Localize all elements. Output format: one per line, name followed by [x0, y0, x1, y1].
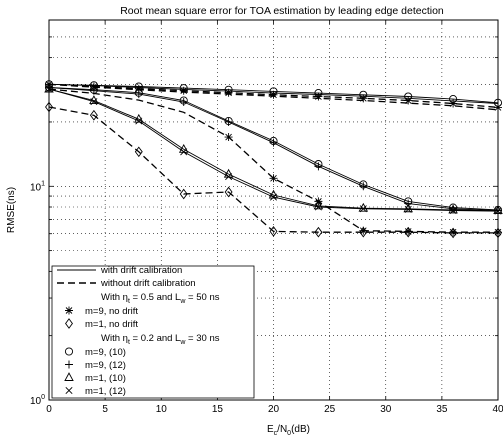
- data-point-diamond: [269, 226, 278, 237]
- data-point-star: [65, 306, 73, 315]
- legend-heading-part: With η: [101, 292, 128, 303]
- data-point-circle: [269, 87, 278, 96]
- data-point-cross: [225, 173, 233, 181]
- legend-label: without drift calibration: [100, 278, 196, 289]
- axis-ticks: 0 5 10 15 20 25 30 35 40 100 101: [30, 19, 503, 415]
- x-axis-label-sub-0: 0: [287, 430, 291, 437]
- series-line-9-dashed: [48, 88, 498, 233]
- data-point-diamond: [89, 109, 98, 121]
- data-point-star: [449, 228, 458, 237]
- x-axis-label-n: /N: [277, 424, 287, 435]
- data-point-cross: [404, 205, 412, 213]
- data-point-plus: [359, 182, 368, 191]
- x-tick-label: 10: [156, 404, 168, 415]
- x-tick-label: 40: [492, 404, 503, 415]
- data-point-diamond: [179, 188, 188, 200]
- data-point-circle: [314, 89, 323, 98]
- legend-heading-part: = 50 ns: [185, 292, 219, 303]
- data-point-diamond: [314, 226, 323, 238]
- legend-box: [51, 265, 255, 399]
- data-point-cross: [65, 386, 73, 395]
- legend-label: m=1, (10): [85, 373, 126, 384]
- data-point-diamond: [224, 186, 233, 198]
- data-point-plus: [224, 117, 233, 126]
- data-point-triangle: [403, 203, 413, 213]
- data-point-plus: [269, 138, 278, 147]
- legend-heading-part: w: [179, 298, 186, 305]
- data-point-triangle: [268, 189, 279, 199]
- data-point-cross: [180, 148, 188, 156]
- data-point-cross: [90, 98, 98, 106]
- data-point-circle: [359, 90, 368, 99]
- y-tick-label: 100: [30, 394, 45, 407]
- x-tick-label: 25: [324, 404, 336, 415]
- x-tick-label: 20: [268, 404, 280, 415]
- x-axis-label-unit: (dB): [291, 424, 310, 435]
- y-axis-label: RMSE(ns): [6, 187, 17, 233]
- legend-label: with drift calibration: [100, 265, 182, 276]
- data-point-circle: [224, 85, 233, 94]
- x-axis-label: Ec/N0(dB): [267, 424, 310, 437]
- data-point-cross: [314, 203, 322, 211]
- data-point-star: [269, 174, 278, 183]
- data-point-circle: [64, 347, 74, 356]
- marker-layer: [44, 80, 503, 239]
- x-tick-label: 5: [102, 404, 108, 415]
- x-axis-label-e: E: [267, 424, 274, 435]
- data-point-triangle: [64, 372, 74, 381]
- series-line-10-dashed: [48, 106, 498, 234]
- data-point-cross: [449, 207, 457, 215]
- data-point-plus: [89, 86, 98, 95]
- data-point-star: [224, 133, 233, 142]
- legend-heading: With ηt = 0.2 and Lw = 30 ns: [101, 333, 220, 346]
- data-point-star: [359, 226, 368, 235]
- legend-heading-part: = 30 ns: [185, 333, 219, 344]
- data-point-cross: [135, 117, 143, 125]
- x-tick-label: 35: [436, 404, 448, 415]
- data-point-star: [404, 227, 413, 236]
- data-point-star: [224, 88, 233, 97]
- legend-heading-part: w: [179, 339, 186, 346]
- legend-label: m=9, (12): [85, 360, 126, 371]
- data-point-circle: [179, 84, 188, 93]
- legend-heading: With ηt = 0.5 and Lw = 50 ns: [101, 292, 220, 305]
- data-point-diamond: [65, 318, 73, 329]
- legend-label: m=9, no drift: [85, 306, 138, 317]
- data-point-cross: [269, 193, 278, 201]
- legend-heading-part: t: [128, 339, 130, 346]
- legend: with drift calibration without drift cali…: [51, 265, 255, 399]
- x-tick-label: 15: [212, 404, 224, 415]
- legend-label: m=1, (12): [85, 386, 126, 397]
- legend-label: m=9, (10): [85, 347, 126, 358]
- legend-heading-part: = 0.5 and L: [130, 292, 180, 303]
- x-tick-label: 30: [380, 404, 392, 415]
- data-point-triangle: [358, 202, 369, 212]
- y-tick-label: 101: [30, 180, 45, 193]
- data-point-diamond: [449, 227, 458, 239]
- series-line-5-solid: [48, 88, 499, 212]
- legend-heading-part: = 0.2 and L: [130, 333, 180, 344]
- data-point-plus: [134, 90, 143, 99]
- data-point-diamond: [359, 226, 368, 238]
- data-point-diamond: [134, 146, 143, 158]
- legend-heading-part: With η: [101, 333, 128, 344]
- legend-heading-part: t: [128, 298, 130, 305]
- data-point-diamond: [404, 226, 413, 238]
- data-point-circle: [404, 92, 413, 101]
- series-layer: [48, 83, 499, 234]
- data-point-plus: [65, 360, 73, 369]
- grid-lines: [49, 19, 498, 400]
- data-point-plus: [179, 97, 188, 106]
- data-point-triangle: [448, 204, 458, 214]
- data-point-star: [179, 86, 188, 95]
- data-point-circle: [449, 95, 458, 104]
- data-point-cross: [359, 205, 367, 213]
- x-tick-label: 0: [46, 404, 52, 415]
- data-point-star: [449, 99, 458, 108]
- data-point-plus: [314, 162, 323, 171]
- chart-title: Root mean square error for TOA estimatio…: [120, 5, 444, 17]
- x-axis-label-sub-c: c: [274, 430, 278, 437]
- legend-label: m=1, no drift: [85, 319, 138, 330]
